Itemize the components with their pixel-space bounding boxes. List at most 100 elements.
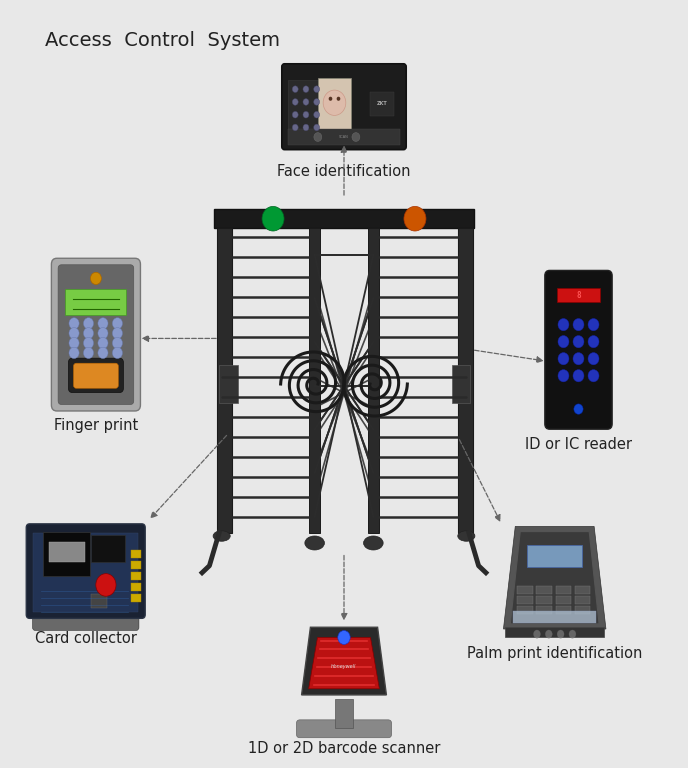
Circle shape xyxy=(292,98,298,105)
Bar xyxy=(517,606,533,614)
Circle shape xyxy=(573,319,584,331)
Circle shape xyxy=(98,347,108,359)
Bar xyxy=(217,229,232,532)
Bar xyxy=(451,365,470,403)
Bar xyxy=(335,699,353,728)
Bar xyxy=(517,596,533,604)
Circle shape xyxy=(98,318,108,329)
FancyBboxPatch shape xyxy=(74,363,118,389)
Bar xyxy=(458,229,473,532)
Circle shape xyxy=(69,327,79,339)
Circle shape xyxy=(303,86,309,92)
Bar xyxy=(131,594,140,601)
Ellipse shape xyxy=(546,630,552,638)
Circle shape xyxy=(352,133,360,141)
Circle shape xyxy=(314,86,320,92)
Bar xyxy=(318,78,351,132)
Text: Card collector: Card collector xyxy=(35,631,137,646)
Bar xyxy=(131,551,140,558)
Circle shape xyxy=(314,133,322,141)
FancyBboxPatch shape xyxy=(545,270,612,429)
Circle shape xyxy=(588,319,599,331)
Circle shape xyxy=(314,124,320,131)
Bar xyxy=(556,587,571,594)
Polygon shape xyxy=(510,531,599,624)
Ellipse shape xyxy=(363,536,383,550)
Circle shape xyxy=(573,369,584,382)
Bar xyxy=(131,572,140,580)
Bar xyxy=(537,596,552,604)
Circle shape xyxy=(69,347,79,359)
Bar xyxy=(575,606,590,614)
Bar xyxy=(49,542,85,562)
Circle shape xyxy=(83,318,94,329)
Circle shape xyxy=(329,97,332,101)
Circle shape xyxy=(303,124,309,131)
Circle shape xyxy=(303,111,309,118)
Bar xyxy=(575,596,590,604)
Circle shape xyxy=(588,353,599,365)
Polygon shape xyxy=(309,637,379,689)
Ellipse shape xyxy=(213,531,230,541)
Bar xyxy=(309,229,320,532)
Bar xyxy=(92,535,125,562)
Polygon shape xyxy=(504,526,606,629)
FancyBboxPatch shape xyxy=(68,358,123,392)
Circle shape xyxy=(588,336,599,348)
Ellipse shape xyxy=(533,630,540,638)
Polygon shape xyxy=(301,627,387,695)
FancyBboxPatch shape xyxy=(282,64,406,150)
Circle shape xyxy=(404,207,426,231)
Ellipse shape xyxy=(557,630,564,638)
Bar xyxy=(370,92,394,116)
Circle shape xyxy=(336,97,341,101)
Text: Honeywell: Honeywell xyxy=(332,664,356,669)
Ellipse shape xyxy=(569,630,576,638)
Circle shape xyxy=(558,369,569,382)
Circle shape xyxy=(292,124,298,131)
Text: Finger print: Finger print xyxy=(54,419,138,433)
Bar xyxy=(537,587,552,594)
Bar xyxy=(65,289,127,315)
Bar xyxy=(131,583,140,591)
Circle shape xyxy=(83,337,94,349)
Circle shape xyxy=(558,319,569,331)
Circle shape xyxy=(98,327,108,339)
Text: 8: 8 xyxy=(576,291,581,300)
FancyBboxPatch shape xyxy=(26,524,145,618)
Circle shape xyxy=(574,404,583,414)
Circle shape xyxy=(292,86,298,92)
Circle shape xyxy=(573,336,584,348)
Bar xyxy=(556,596,571,604)
Text: Face identification: Face identification xyxy=(277,164,411,179)
Bar xyxy=(33,532,138,611)
Ellipse shape xyxy=(458,531,475,541)
FancyBboxPatch shape xyxy=(32,535,139,631)
Bar xyxy=(556,606,571,614)
Bar xyxy=(368,229,379,532)
Circle shape xyxy=(262,207,284,231)
Circle shape xyxy=(558,336,569,348)
Circle shape xyxy=(292,111,298,118)
Circle shape xyxy=(323,90,346,115)
FancyBboxPatch shape xyxy=(52,258,140,411)
Bar xyxy=(288,80,324,137)
Circle shape xyxy=(314,111,320,118)
Text: SCAN: SCAN xyxy=(339,135,349,139)
Circle shape xyxy=(588,369,599,382)
Ellipse shape xyxy=(305,536,325,550)
Circle shape xyxy=(83,327,94,339)
Circle shape xyxy=(96,574,116,596)
Circle shape xyxy=(112,347,122,359)
Bar xyxy=(92,594,107,607)
Circle shape xyxy=(112,337,122,349)
Circle shape xyxy=(573,353,584,365)
Circle shape xyxy=(83,347,94,359)
Circle shape xyxy=(69,318,79,329)
FancyBboxPatch shape xyxy=(58,265,133,405)
Circle shape xyxy=(112,327,122,339)
Text: Access  Control  System: Access Control System xyxy=(45,31,280,50)
Bar xyxy=(219,365,237,403)
Text: 1D or 2D barcode scanner: 1D or 2D barcode scanner xyxy=(248,741,440,756)
Circle shape xyxy=(69,337,79,349)
